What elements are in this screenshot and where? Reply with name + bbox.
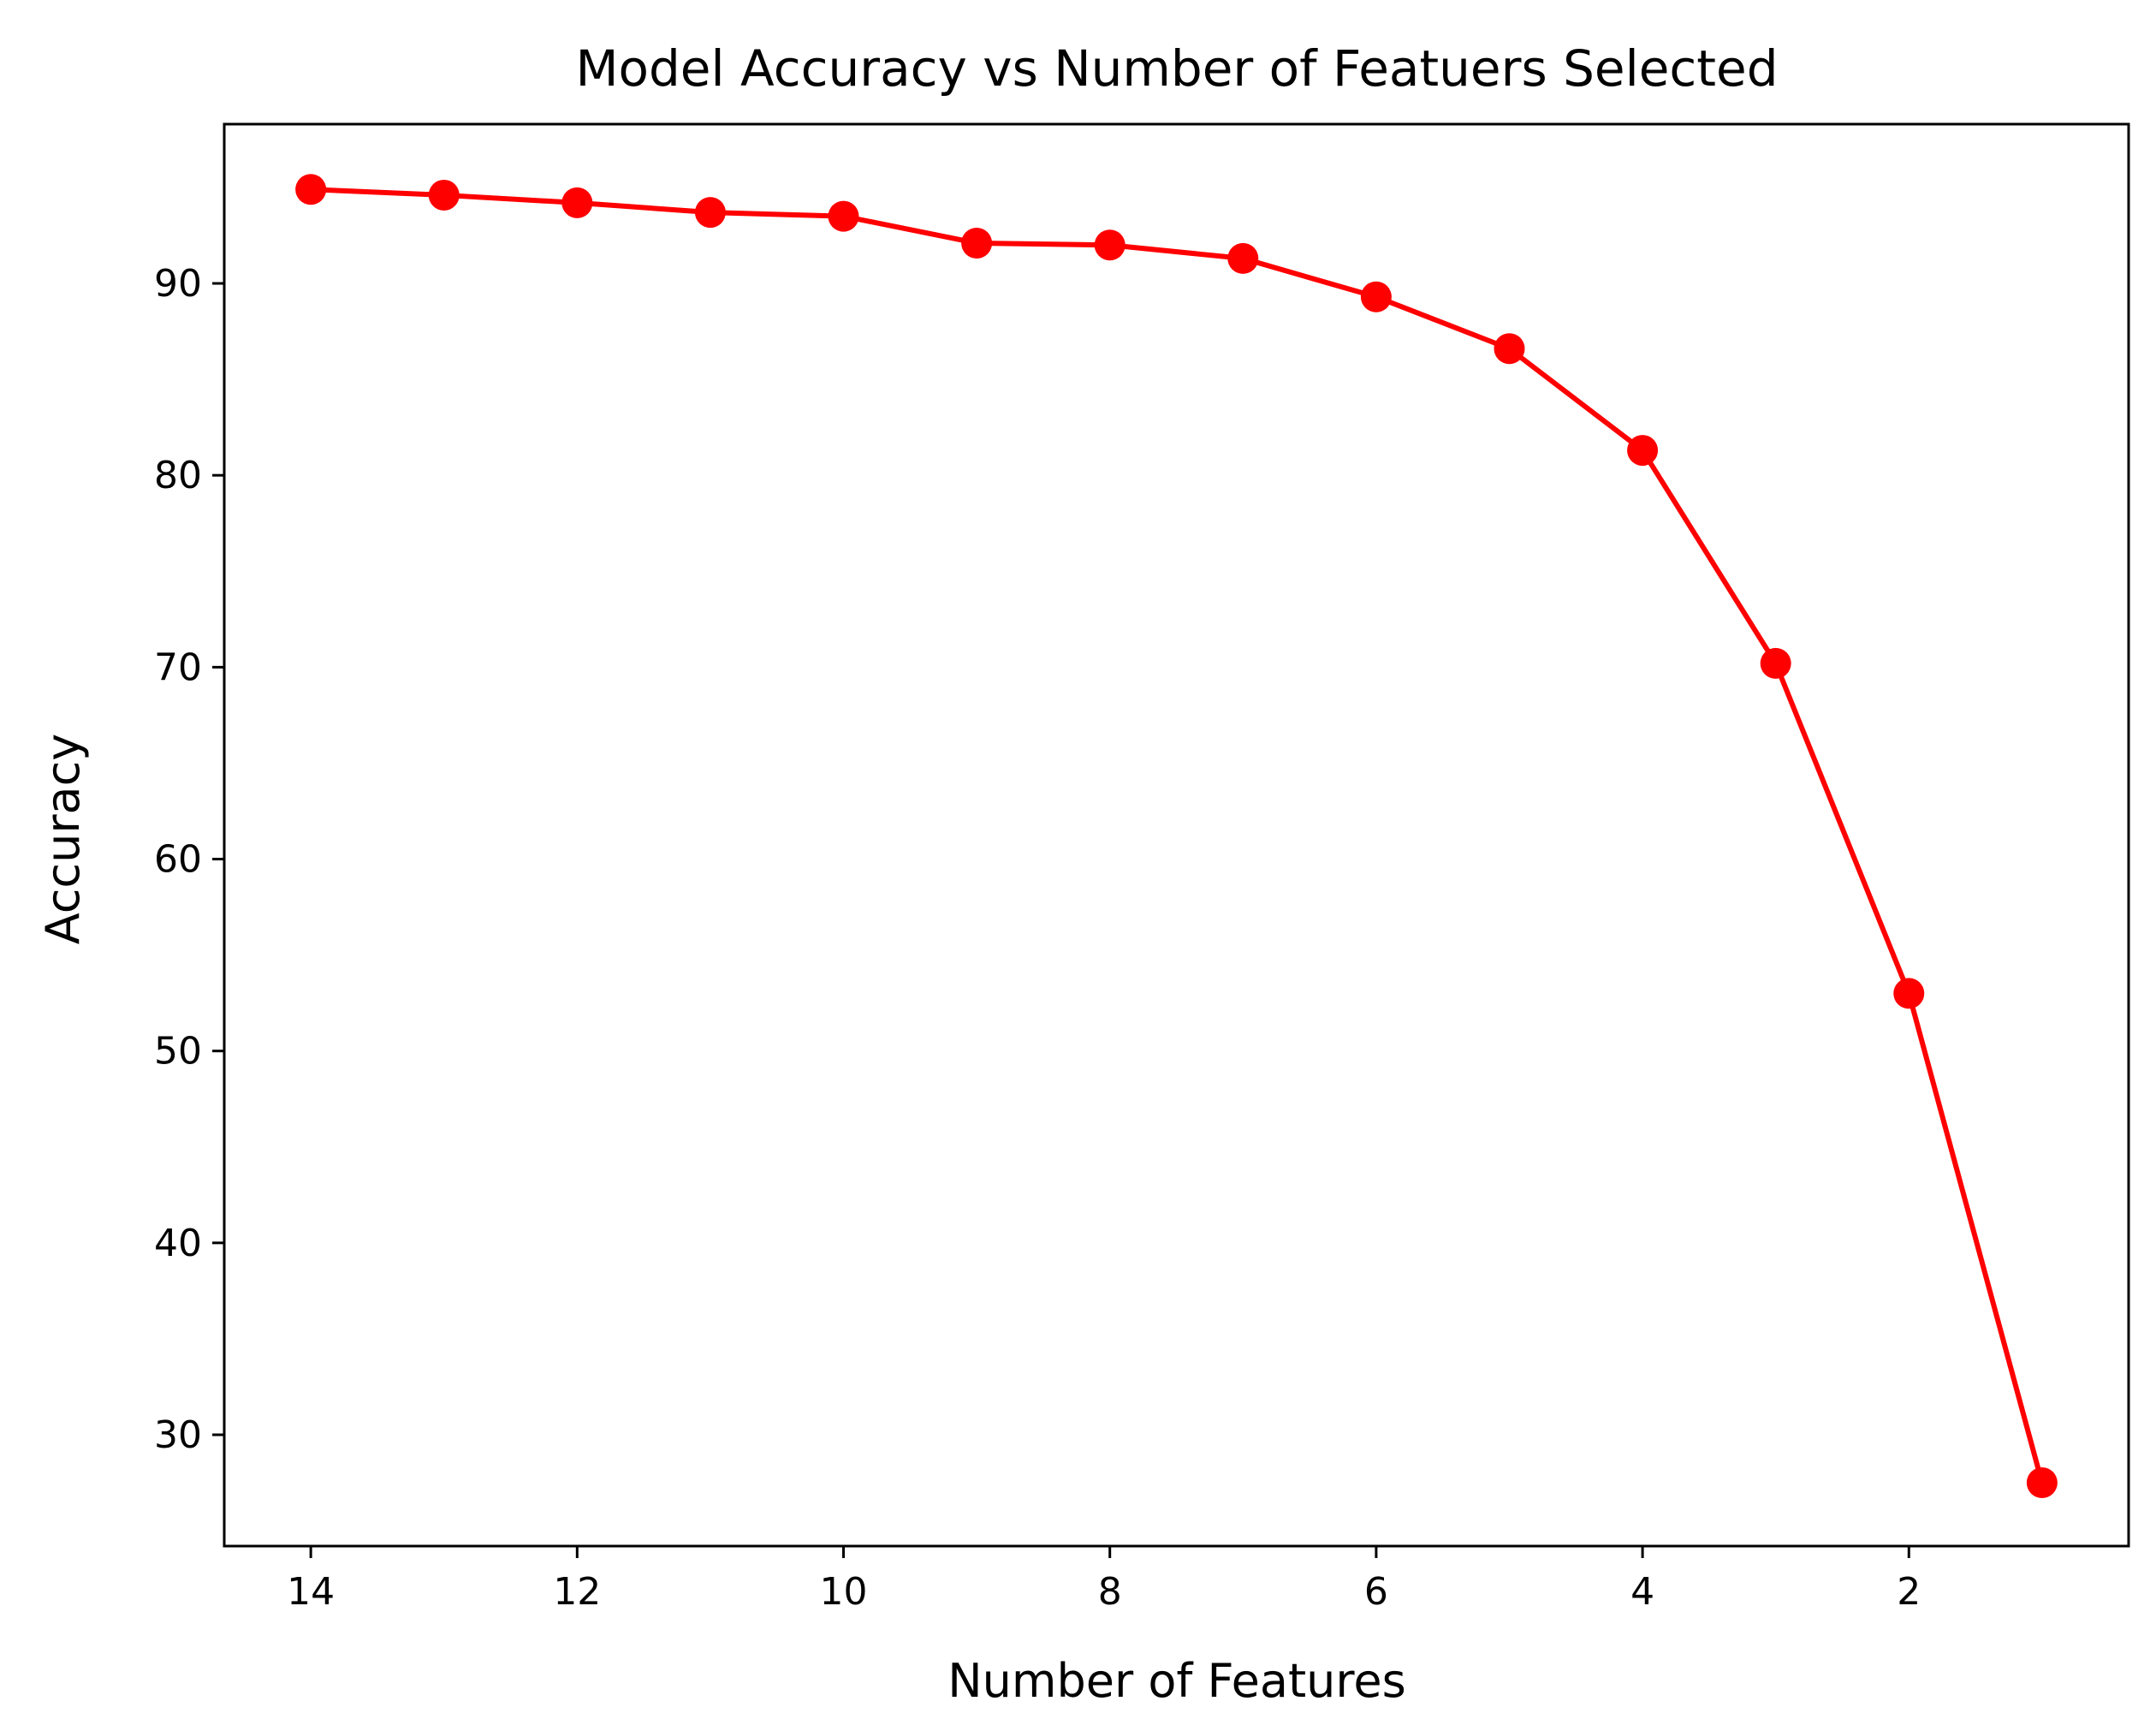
data-point (1760, 647, 1791, 679)
y-tick-label: 30 (154, 1413, 202, 1457)
data-point (2026, 1467, 2058, 1499)
data-point (561, 187, 593, 218)
y-tick-label: 80 (154, 454, 202, 497)
data-point (1627, 435, 1659, 467)
y-axis-title: Accuracy (36, 734, 90, 945)
data-point (694, 197, 726, 229)
x-tick-label: 2 (1897, 1570, 1921, 1614)
plot-frame (223, 122, 2130, 1548)
data-point (428, 179, 460, 211)
plot-area: 14 12 10 8 6 4 2 30 40 50 60 70 80 90 (154, 122, 2130, 1614)
data-point (295, 174, 327, 205)
y-tick-label: 90 (154, 262, 202, 306)
x-tick-label: 10 (820, 1570, 868, 1614)
y-tick-label: 60 (154, 838, 202, 882)
data-point (1227, 242, 1259, 274)
data-point (1494, 333, 1525, 365)
data-point (1893, 978, 1925, 1009)
data-point (828, 200, 859, 232)
x-tick-label: 12 (553, 1570, 601, 1614)
x-tick-label: 14 (287, 1570, 335, 1614)
y-tick-label: 70 (154, 645, 202, 689)
data-point (1094, 229, 1126, 261)
x-tick-label: 4 (1630, 1570, 1654, 1614)
series-line (311, 187, 2045, 1484)
data-point (961, 227, 993, 259)
y-tick-label: 50 (154, 1030, 202, 1074)
data-point (1360, 281, 1392, 312)
y-tick-label: 40 (154, 1222, 202, 1265)
x-tick-label: 8 (1098, 1570, 1122, 1614)
x-axis-title: Number of Features (947, 1654, 1406, 1708)
x-tick-label: 6 (1364, 1570, 1388, 1614)
chart-title: Model Accuracy vs Number of Featuers Sel… (575, 39, 1778, 98)
